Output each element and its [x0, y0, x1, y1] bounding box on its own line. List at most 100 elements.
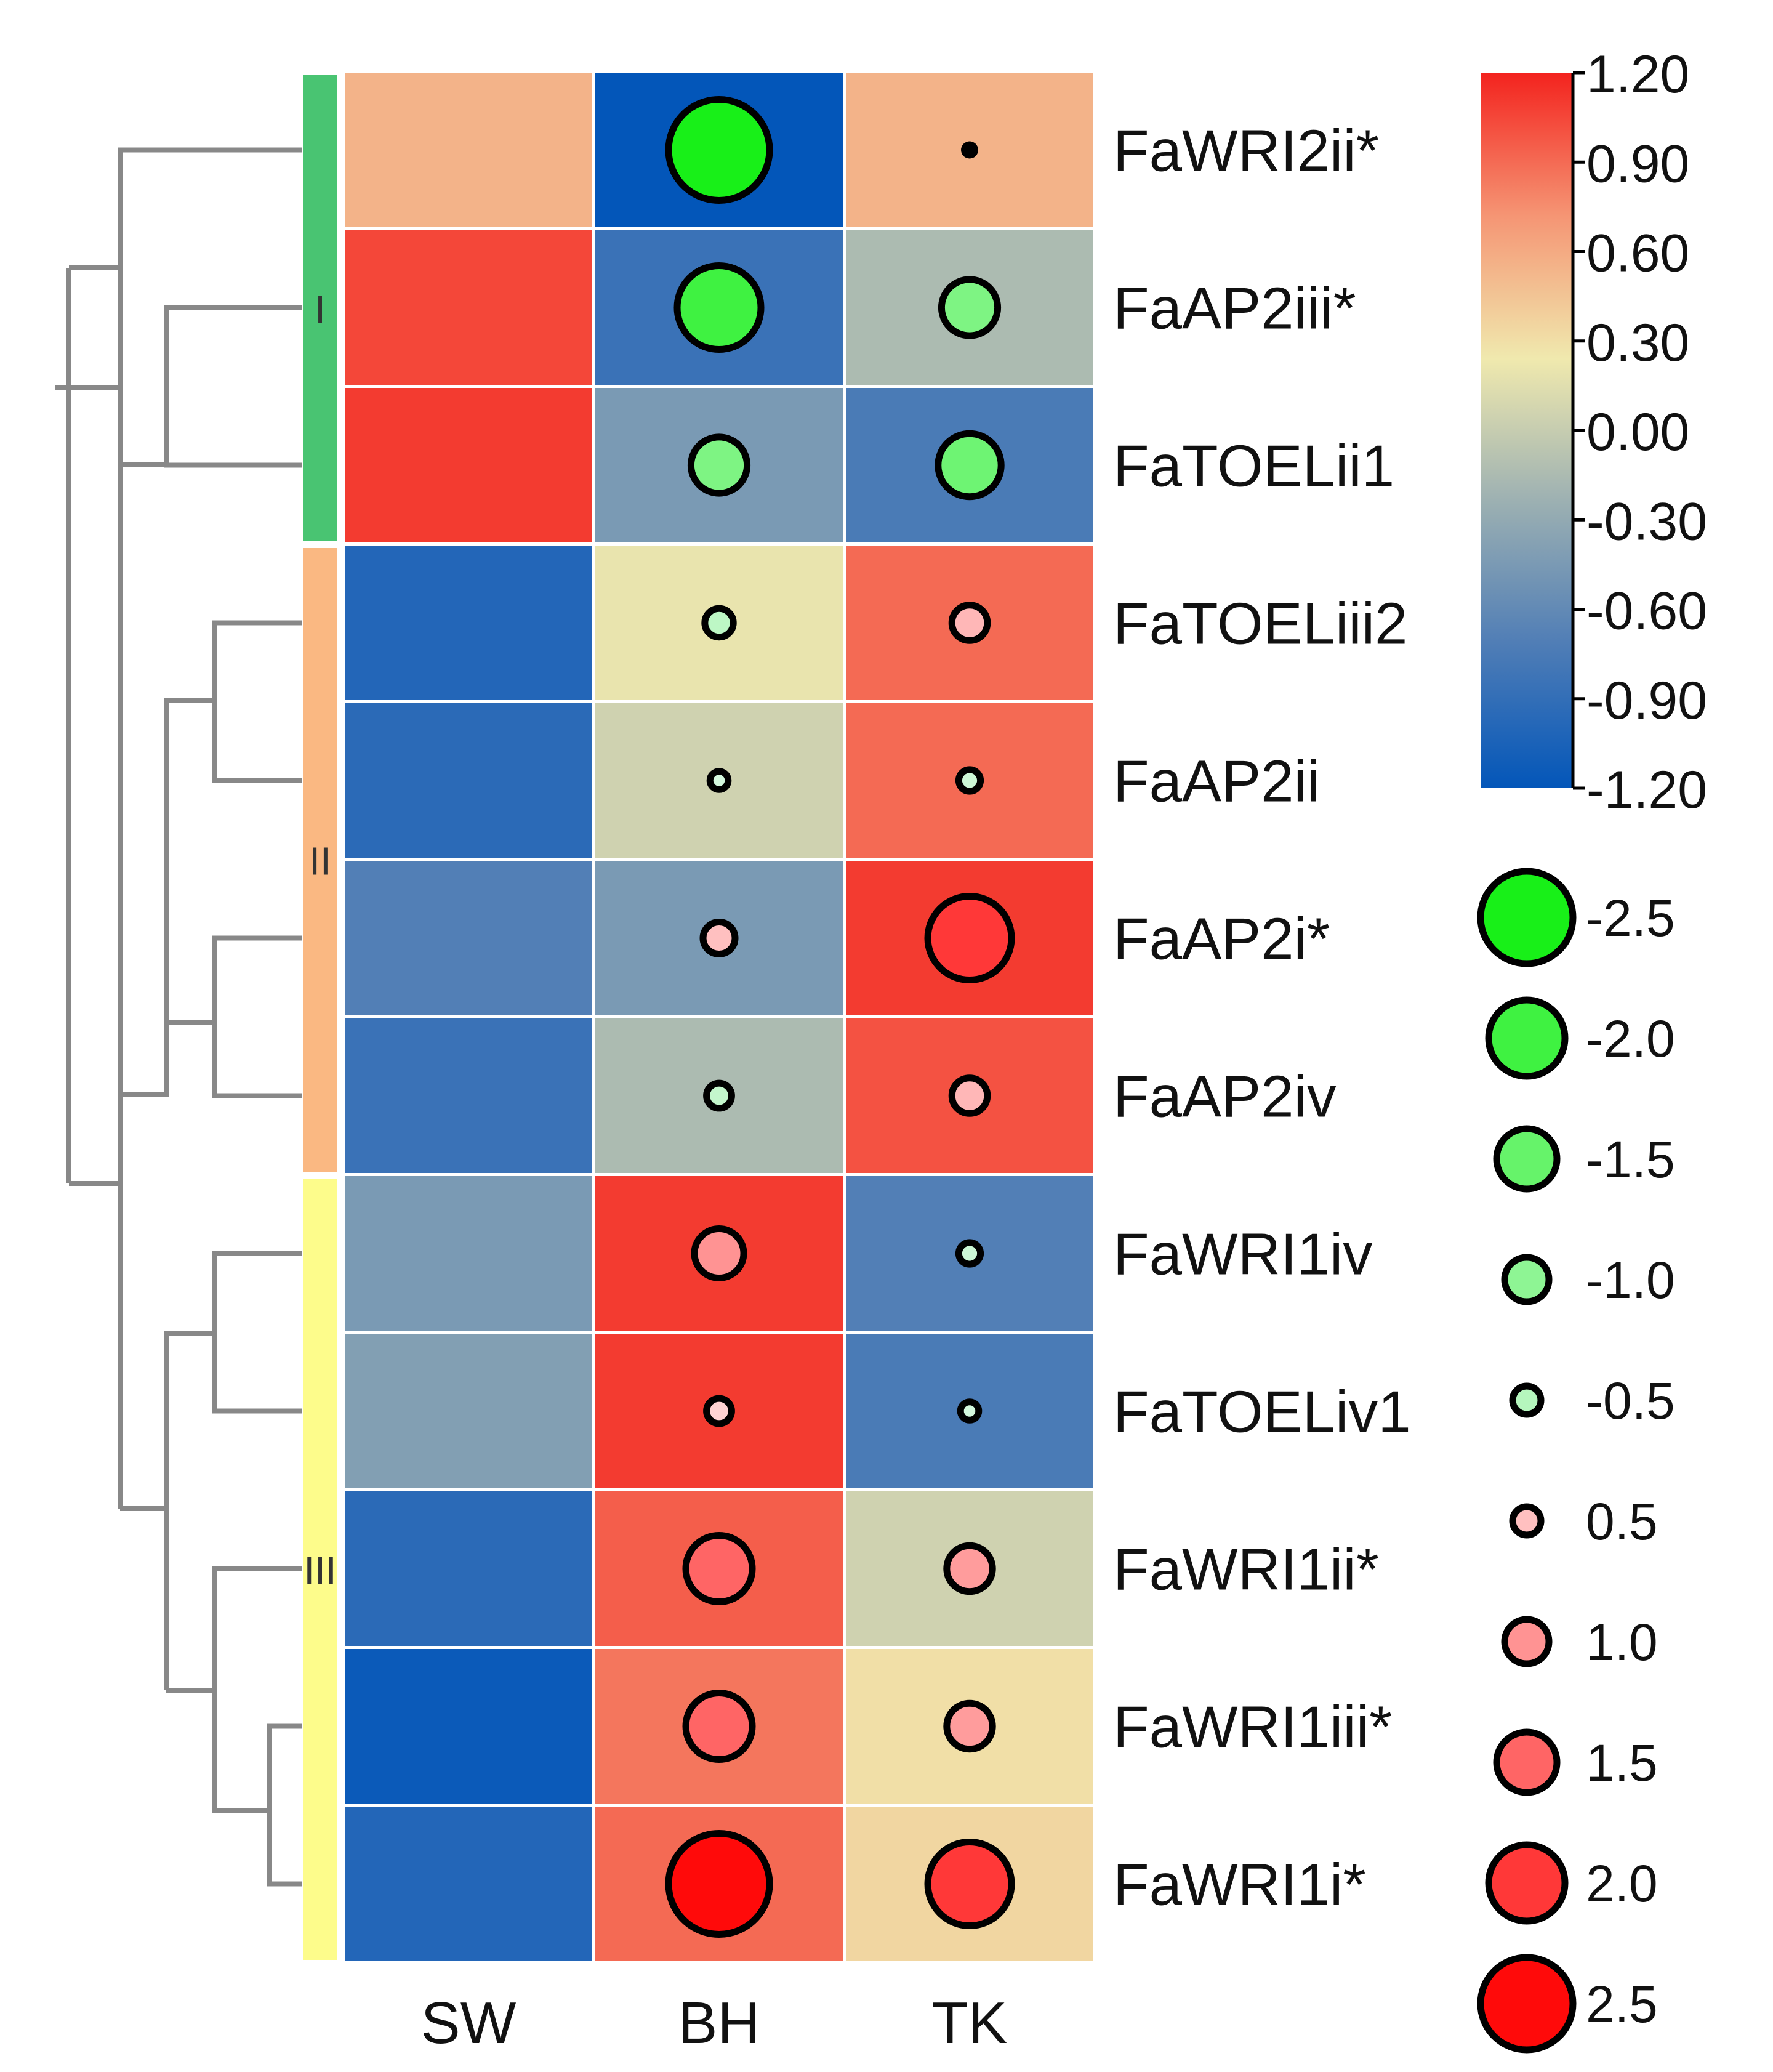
row-label: FaTOELiii2	[1113, 591, 1407, 657]
row-label: FaWRI2ii*	[1113, 118, 1379, 184]
heatmap-dot	[691, 1225, 747, 1281]
size-legend-label: 1.5	[1586, 1734, 1658, 1792]
colorbar-tick-label: -0.30	[1586, 492, 1707, 551]
size-legend-dot	[1493, 1125, 1561, 1193]
heatmap-dot	[682, 1532, 756, 1605]
size-legend-dot	[1485, 1841, 1569, 1925]
heatmap-dot	[924, 1839, 1015, 1929]
row-label: FaAP2iii*	[1113, 276, 1356, 342]
dendrogram-branch	[120, 620, 302, 1097]
size-legend-dot	[1477, 868, 1577, 967]
heatmap-dot	[948, 602, 991, 644]
colorbar-tick-label: -0.90	[1586, 671, 1707, 730]
size-legend-label: -2.0	[1586, 1010, 1675, 1068]
heatmap-cell	[345, 1807, 592, 1961]
cluster-bar	[303, 548, 337, 1172]
size-legend-label: -1.0	[1586, 1251, 1675, 1309]
heatmap-cell	[345, 388, 592, 542]
size-legend-label: 0.5	[1586, 1493, 1658, 1550]
heatmap-dot	[673, 262, 765, 353]
colorbar-tick-label: 0.90	[1586, 134, 1689, 193]
heatmap-cell	[345, 1649, 592, 1804]
heatmap-cell	[345, 861, 592, 1015]
colorbar-tick-label: 0.00	[1586, 403, 1689, 462]
column-label: BH	[678, 1990, 760, 2056]
heatmap-cell	[345, 230, 592, 385]
dendrogram-branch	[212, 1690, 302, 1813]
size-legend-label: 1.0	[1586, 1613, 1658, 1671]
row-label: FaWRI1i*	[1113, 1852, 1366, 1918]
cluster-bar	[303, 1179, 337, 1960]
dendrogram-branch	[164, 462, 302, 468]
heatmap-dot	[943, 1542, 996, 1595]
size-legend-dot	[1485, 996, 1569, 1080]
dendrogram-branch	[267, 1810, 302, 1887]
dendrogram-branch	[69, 1095, 123, 1186]
row-label: FaTOELiv1	[1113, 1379, 1411, 1445]
size-legend-label: 2.5	[1586, 1975, 1658, 2033]
heatmap-dot	[943, 1699, 996, 1753]
heatmap-dot	[665, 1830, 773, 1938]
dendrogram-branch	[69, 265, 123, 388]
colorbar-tick-label: -1.20	[1586, 760, 1707, 820]
heatmap-dot	[699, 919, 739, 957]
heatmap-cells	[345, 73, 1093, 1961]
size-legend: -2.5 -2.0 -1.5 -1.0 -0.5 0.5 1.0 1.5 2.0 2.5	[1477, 868, 1675, 2054]
row-label: FaWRI1ii*	[1113, 1537, 1379, 1603]
dendrogram-branch	[118, 305, 302, 467]
heatmap-dot	[703, 1079, 735, 1112]
dendrogram-branch	[212, 1333, 302, 1414]
cluster-bar	[303, 75, 337, 541]
dendrogram-branch	[166, 1566, 302, 1693]
size-legend-dot	[1493, 1728, 1561, 1796]
heatmap-dot	[955, 1239, 984, 1268]
dendrogram-branch	[212, 1022, 302, 1098]
column-labels: SW BH TK	[421, 1990, 1008, 2056]
heatmap-dot	[961, 141, 978, 159]
heatmap-dot	[957, 1398, 983, 1424]
cluster-label: I	[315, 288, 326, 332]
heatmap-dot	[948, 1074, 991, 1117]
size-legend-dot	[1501, 1254, 1553, 1305]
colorbar-legend: 1.20 0.90 0.60 0.30 0.00 -0.30 -0.60 -0.90 -1.20	[1481, 45, 1707, 820]
colorbar-tick-label: 0.30	[1586, 313, 1689, 373]
row-label: FaAP2iv	[1113, 1064, 1337, 1130]
heatmap-dot	[955, 766, 984, 795]
size-legend-dot	[1501, 1616, 1553, 1667]
heatmap-cell	[345, 703, 592, 858]
heatmap-dot	[706, 768, 732, 793]
size-legend-dot	[1509, 1503, 1545, 1539]
cluster-label: III	[304, 1549, 336, 1593]
size-legend-label: -2.5	[1586, 889, 1675, 947]
size-legend-label: -0.5	[1586, 1372, 1675, 1430]
heatmap-cell	[345, 1491, 592, 1646]
size-legend-dot	[1477, 1954, 1577, 2054]
heatmap-dot	[938, 276, 1002, 339]
heatmap-cell	[345, 1176, 592, 1331]
row-label: FaTOELii1	[1113, 433, 1394, 499]
column-label: SW	[421, 1990, 517, 2056]
row-label: FaAP2ii	[1113, 749, 1320, 815]
colorbar-tick-label: 0.60	[1586, 224, 1689, 283]
dendrogram-branch	[120, 1251, 302, 1511]
heatmap-dot	[924, 893, 1015, 983]
heatmap-dot	[935, 430, 1005, 501]
heatmap-dot	[687, 433, 751, 497]
column-label: TK	[932, 1990, 1008, 2056]
colorbar-tick-label: -0.60	[1586, 582, 1707, 641]
dendrogram-branch	[212, 700, 302, 783]
row-labels: FaWRI2ii* FaAP2iii* FaTOELii1 FaTOELiii2 FaA…	[1113, 118, 1411, 1918]
heatmap-cell	[345, 1018, 592, 1173]
size-legend-dot	[1509, 1382, 1545, 1418]
row-label: FaAP2i*	[1113, 906, 1330, 972]
colorbar-tick-label: 1.20	[1586, 45, 1689, 104]
heatmap-dot	[665, 96, 773, 204]
row-label: FaWRI1iv	[1113, 1222, 1372, 1288]
heatmap-dot	[703, 1395, 735, 1427]
size-legend-label: 2.0	[1586, 1855, 1658, 1913]
heatmap-dot	[682, 1690, 756, 1763]
dendrogram	[55, 147, 302, 1887]
